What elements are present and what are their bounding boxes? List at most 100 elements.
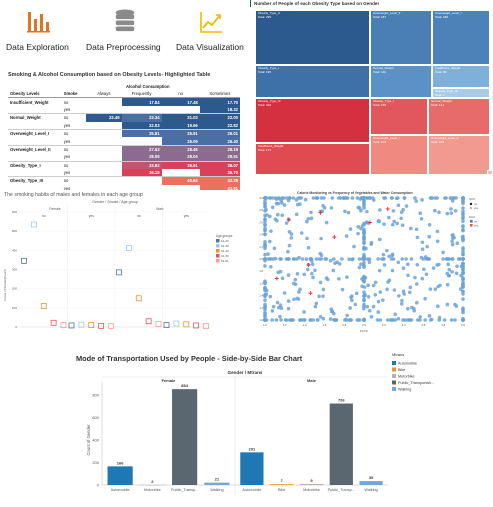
- scatter-point[interactable]: [399, 302, 404, 306]
- scatter-point[interactable]: [344, 317, 348, 322]
- scatter-point[interactable]: [282, 203, 287, 207]
- scatter-point[interactable]: [455, 241, 460, 246]
- scatter-point[interactable]: [419, 255, 424, 260]
- scatter-point[interactable]: [413, 196, 417, 200]
- scatter-point[interactable]: [362, 260, 366, 265]
- scatter-point[interactable]: [266, 252, 270, 256]
- scatter-point[interactable]: [314, 196, 319, 200]
- scatter-point[interactable]: [277, 305, 281, 310]
- treemap-cell[interactable]: Insufficient_Weight Total: 99: [432, 65, 490, 88]
- scatter-point[interactable]: [461, 297, 465, 301]
- scatter-point[interactable]: [455, 264, 459, 269]
- scatter-point[interactable]: [311, 318, 316, 322]
- scatter-point[interactable]: [442, 318, 447, 322]
- scatter-point[interactable]: [269, 264, 273, 269]
- scatter-point[interactable]: [407, 318, 412, 322]
- scatter-point[interactable]: [348, 227, 353, 231]
- scatter-point[interactable]: [365, 209, 369, 214]
- scatter-point[interactable]: [362, 294, 366, 298]
- scatter-point[interactable]: [263, 232, 267, 237]
- scatter-point[interactable]: [396, 203, 401, 208]
- scatter-point[interactable]: [461, 228, 465, 233]
- scatter-point[interactable]: [337, 196, 341, 200]
- scatter-point[interactable]: [263, 307, 267, 312]
- smoke-mark[interactable]: [135, 295, 142, 302]
- scatter-point[interactable]: [427, 257, 431, 261]
- scatter-point[interactable]: [435, 229, 440, 234]
- scatter-point[interactable]: [400, 257, 405, 261]
- scatter-point[interactable]: [392, 288, 397, 292]
- scatter-point[interactable]: [385, 248, 389, 253]
- smoke-mark[interactable]: [116, 269, 122, 276]
- scatter-mark-yes[interactable]: [274, 276, 279, 281]
- scatter-point[interactable]: [362, 254, 366, 259]
- scatter-point[interactable]: [390, 222, 395, 227]
- scatter-point[interactable]: [347, 257, 351, 261]
- scatter-point[interactable]: [333, 261, 337, 265]
- scatter-point[interactable]: [456, 257, 461, 261]
- treemap-cell[interactable]: [487, 170, 493, 175]
- scatter-point[interactable]: [365, 257, 370, 261]
- scatter-point[interactable]: [362, 304, 366, 309]
- scatter-point[interactable]: [270, 196, 275, 200]
- scatter-point[interactable]: [297, 255, 301, 260]
- scatter-point[interactable]: [279, 318, 283, 322]
- scatter-point[interactable]: [423, 296, 427, 301]
- scatter-point[interactable]: [450, 233, 455, 237]
- scatter-point[interactable]: [425, 244, 429, 249]
- scatter-point[interactable]: [401, 289, 406, 294]
- scatter-point[interactable]: [306, 216, 311, 221]
- transport-bar[interactable]: [359, 481, 383, 485]
- scatter-mark-yes[interactable]: [318, 210, 323, 215]
- scatter-point[interactable]: [362, 275, 366, 279]
- scatter-point[interactable]: [266, 257, 271, 261]
- scatter-point[interactable]: [263, 223, 267, 227]
- scatter-point[interactable]: [431, 266, 436, 270]
- scatter-point[interactable]: [435, 239, 440, 244]
- scatter-point[interactable]: [337, 277, 341, 281]
- scatter-point[interactable]: [461, 270, 465, 275]
- scatter-point[interactable]: [295, 202, 300, 207]
- scatter-point[interactable]: [429, 318, 433, 322]
- scatter-point[interactable]: [298, 318, 303, 322]
- scatter-point[interactable]: [376, 299, 381, 304]
- scatter-point[interactable]: [330, 196, 335, 200]
- scatter-point[interactable]: [352, 244, 356, 249]
- scatter-point[interactable]: [437, 315, 442, 320]
- scatter-point[interactable]: [390, 252, 395, 257]
- scatter-point[interactable]: [371, 196, 375, 200]
- scatter-point[interactable]: [407, 290, 412, 295]
- scatter-point[interactable]: [362, 298, 366, 303]
- scatter-point[interactable]: [389, 196, 394, 200]
- scatter-point[interactable]: [356, 231, 360, 236]
- scatter-point[interactable]: [263, 243, 267, 248]
- scatter-point[interactable]: [418, 318, 422, 322]
- scatter-point[interactable]: [274, 318, 279, 322]
- scatter-point[interactable]: [394, 196, 399, 201]
- scatter-point[interactable]: [362, 240, 366, 245]
- smoke-mark[interactable]: [60, 322, 67, 328]
- smoke-mark[interactable]: [78, 321, 85, 328]
- smoke-mark[interactable]: [155, 321, 162, 328]
- scatter-point[interactable]: [311, 275, 315, 280]
- scatter-point[interactable]: [334, 318, 339, 322]
- transport-bar[interactable]: [107, 466, 133, 485]
- treemap-cell[interactable]: Overweight_Level_II Total: 103: [428, 135, 490, 175]
- scatter-point[interactable]: [306, 245, 311, 250]
- scatter-point[interactable]: [271, 304, 276, 309]
- scatter-point[interactable]: [383, 196, 388, 200]
- scatter-point[interactable]: [424, 272, 429, 277]
- scatter-point[interactable]: [305, 219, 309, 224]
- scatter-point[interactable]: [314, 257, 319, 261]
- scatter-point[interactable]: [445, 282, 450, 287]
- scatter-point[interactable]: [317, 294, 321, 299]
- scatter-point[interactable]: [357, 257, 362, 261]
- scatter-point[interactable]: [344, 234, 349, 238]
- smoke-mark[interactable]: [50, 319, 57, 326]
- scatter-point[interactable]: [461, 317, 465, 322]
- scatter-point[interactable]: [433, 196, 437, 200]
- scatter-point[interactable]: [406, 307, 410, 311]
- scatter-point[interactable]: [362, 202, 366, 206]
- scatter-point[interactable]: [366, 294, 371, 299]
- scatter-point[interactable]: [449, 207, 453, 211]
